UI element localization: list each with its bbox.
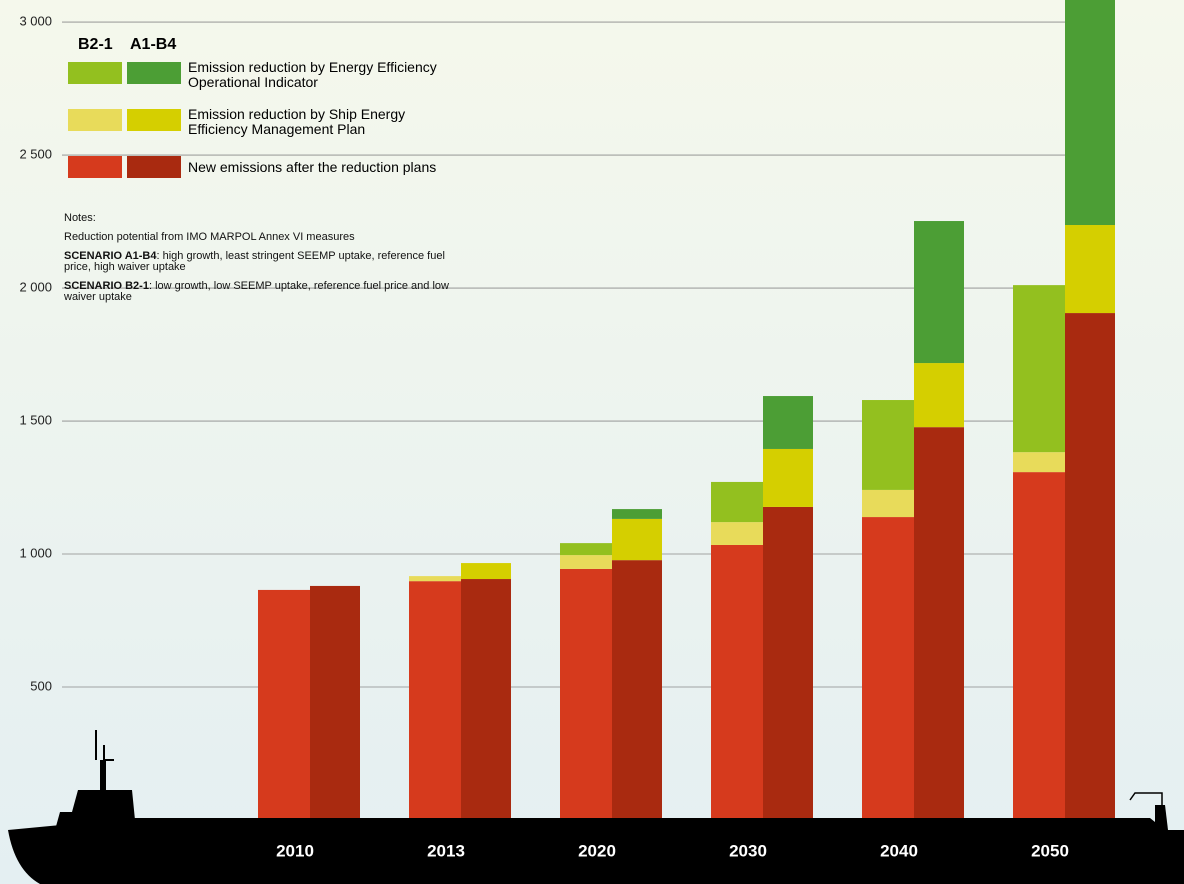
notes-intro: Reduction potential from IMO MARPOL Anne…: [64, 231, 355, 243]
bar-segment: [1013, 472, 1065, 820]
note-text: : low growth, low SEEMP uptake, referenc…: [64, 280, 449, 303]
ship-mast: [95, 730, 114, 761]
note-text: : high growth, least stringent SEEMP upt…: [64, 250, 445, 273]
group-label: A1-B4: [130, 36, 177, 53]
bar-segment: [711, 544, 763, 820]
note-title: SCENARIO A1-B4: [64, 250, 157, 262]
note: SCENARIO A1-B4: high growth, least strin…: [64, 251, 464, 273]
y-tick-label: 2 500: [19, 147, 52, 162]
notes-heading: Notes:: [64, 212, 96, 224]
bar-segment: [560, 568, 612, 820]
bar-segment: [711, 481, 763, 523]
ship-rail: [1129, 792, 1163, 806]
bar-segment: [1065, 225, 1115, 314]
group-label: B2-1: [78, 36, 113, 53]
bar-segment: [461, 579, 511, 820]
y-tick-label: 2 000: [19, 279, 52, 294]
y-tick-label: 500: [30, 678, 52, 693]
note-title: SCENARIO B2-1: [64, 280, 149, 292]
ship-stern: [1155, 805, 1168, 830]
bar-segment: [914, 221, 964, 364]
legend-swatch: [127, 62, 181, 84]
bar-segment: [310, 585, 360, 820]
y-tick-label: 1 000: [19, 545, 52, 560]
ship-hull: [8, 818, 1184, 884]
legend-swatch: [68, 109, 122, 131]
bars: [258, 0, 1115, 820]
bar-segment: [1065, 0, 1115, 226]
bar-segment: [461, 563, 511, 580]
notes: Notes: Reduction potential from IMO MARP…: [64, 213, 464, 311]
bar-segment: [862, 400, 914, 490]
bar-segment: [258, 589, 310, 820]
bar-segment: [1013, 452, 1065, 473]
legend-label: Emission reduction by Energy Efficiency …: [188, 59, 437, 90]
bar-segment: [1013, 285, 1065, 453]
legend-label: Emission reduction by Ship Energy Effici…: [188, 106, 406, 137]
bar-segment: [763, 396, 813, 449]
bar-segment: [914, 363, 964, 428]
bar-segment: [1065, 313, 1115, 820]
bar-segment: [612, 509, 662, 519]
bar-segment: [560, 555, 612, 569]
x-tick-label: 2020: [578, 841, 616, 860]
bar-segment: [612, 518, 662, 561]
legend-swatch: [68, 62, 122, 84]
x-tick-label: 2050: [1031, 841, 1069, 860]
ship-superstructure: [55, 760, 135, 830]
legend-label: New emissions after the reduction plans: [188, 159, 437, 175]
legend-swatch: [127, 156, 181, 178]
bar-segment: [409, 576, 461, 582]
legend-swatch: [68, 156, 122, 178]
y-tick-label: 3 000: [19, 14, 52, 29]
bar-segment: [409, 581, 461, 820]
bar-segment: [914, 427, 964, 820]
x-tick-label: 2013: [427, 841, 465, 860]
bar-segment: [560, 543, 612, 556]
bar-segment: [612, 560, 662, 820]
bar-segment: [862, 517, 914, 820]
bar-segment: [763, 506, 813, 820]
note: SCENARIO B2-1: low growth, low SEEMP upt…: [64, 281, 464, 303]
bar-segment: [862, 489, 914, 518]
legend-swatch: [127, 109, 181, 131]
bar-segment: [763, 448, 813, 507]
x-tick-label: 2030: [729, 841, 767, 860]
x-tick-label: 2010: [276, 841, 314, 860]
y-tick-label: 1 500: [19, 412, 52, 427]
x-tick-label: 2040: [880, 841, 918, 860]
bar-segment: [711, 522, 763, 545]
